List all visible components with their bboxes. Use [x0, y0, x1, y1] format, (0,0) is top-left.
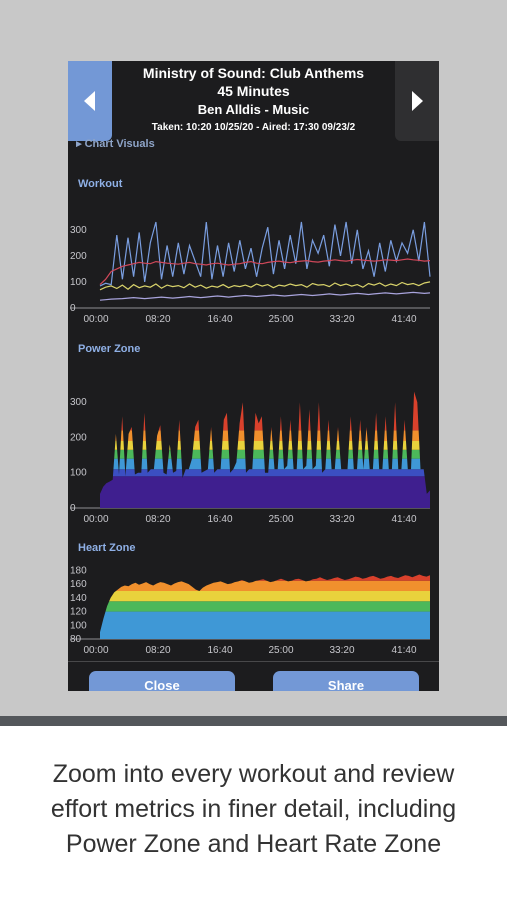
- y-tick-label: 0: [70, 503, 76, 514]
- y-tick-label: 200: [70, 432, 87, 443]
- x-tick-label: 33:20: [329, 645, 354, 656]
- workout-duration: 45 Minutes: [217, 83, 290, 99]
- workout-title: Ministry of Sound: Club Anthems: [142, 65, 365, 81]
- y-tick-label: 100: [70, 468, 87, 479]
- y-tick-label: 100: [70, 620, 87, 631]
- workout-dates: Taken: 10:20 10/25/20 - Aired: 17:30 09/…: [151, 122, 356, 133]
- share-button[interactable]: Share: [273, 671, 419, 691]
- chevron-right-icon: [412, 91, 423, 111]
- x-tick-label: 33:20: [329, 514, 354, 525]
- x-tick-label: 16:40: [207, 514, 232, 525]
- x-tick-label: 41:40: [391, 645, 416, 656]
- x-tick-label: 41:40: [391, 314, 416, 325]
- y-tick-label: 80: [70, 634, 82, 645]
- zone-bands: [100, 574, 430, 639]
- zone-band: [100, 430, 430, 441]
- power-zone-chart: 0 100 200 300 00:00 08:20 16:40 25:00 33:20 41:40: [70, 391, 430, 525]
- zone-band: [100, 391, 430, 431]
- cadence-series-line: [99, 281, 431, 291]
- x-tick-label: 00:00: [83, 645, 108, 656]
- x-tick-label: 25:00: [268, 514, 293, 525]
- x-tick-label: 25:00: [268, 645, 293, 656]
- chevron-left-icon: [84, 91, 95, 111]
- next-workout-button[interactable]: [395, 61, 439, 141]
- zone-band: [100, 476, 430, 508]
- heart-zone-chart: 80 100 120 140 160 180 00:00 08:20 16:40 25:00 33:…: [70, 565, 430, 656]
- zone-band: [100, 611, 430, 639]
- phone-screen: Ministry of Sound: Club Anthems 45 Minut…: [68, 61, 439, 691]
- y-tick-label: 160: [70, 579, 87, 590]
- heart_rate-series-line: [99, 258, 431, 286]
- y-tick-label: 100: [70, 277, 87, 288]
- y-tick-label: 300: [70, 225, 87, 236]
- zone-band: [100, 449, 430, 459]
- caption-line-2: effort metrics in finer detail, includin…: [50, 795, 457, 823]
- y-tick-label: 180: [70, 565, 87, 576]
- power-zone-section-title: Power Zone: [78, 343, 141, 355]
- x-tick-label: 00:00: [83, 514, 108, 525]
- header-text: Ministry of Sound: Club Anthems 45 Minut…: [112, 61, 395, 135]
- x-tick-label: 16:40: [207, 314, 232, 325]
- x-tick-label: 08:20: [145, 514, 170, 525]
- x-tick-label: 08:20: [145, 314, 170, 325]
- zone-band: [100, 601, 430, 612]
- zone-band: [100, 591, 430, 602]
- resistance-series-line: [99, 291, 431, 301]
- marketing-caption: Zoom into every workout and review effor…: [0, 757, 507, 862]
- zone-band: [100, 574, 430, 581]
- y-tick-label: 0: [70, 303, 76, 314]
- x-tick-label: 33:20: [329, 314, 354, 325]
- zone-band: [100, 441, 430, 450]
- workout-section-title: Workout: [78, 178, 123, 190]
- zone-band: [100, 458, 430, 470]
- caption-line-3: Power Zone and Heart Rate Zone: [65, 830, 442, 858]
- y-tick-label: 140: [70, 593, 87, 604]
- heart-zone-section-title: Heart Zone: [78, 542, 136, 554]
- zone-bands: [100, 391, 430, 508]
- caption-line-1: Zoom into every workout and review: [52, 760, 455, 788]
- zone-band: [100, 580, 430, 591]
- previous-workout-button[interactable]: [68, 61, 112, 141]
- output-series-line: [99, 221, 431, 287]
- x-tick-label: 25:00: [268, 314, 293, 325]
- x-tick-label: 00:00: [83, 314, 108, 325]
- chart-visuals-label: ▸ Chart Visuals: [76, 138, 155, 147]
- workout-instructor: Ben Alldis - Music: [197, 102, 310, 117]
- workout-header: Ministry of Sound: Club Anthems 45 Minut…: [68, 61, 439, 141]
- section-divider: [0, 716, 507, 726]
- zone-band: [100, 469, 430, 477]
- y-tick-label: 300: [70, 397, 87, 408]
- workout-chart: 0 100 200 300 00:00 08:20 16:40 25:00 33:20 41:40: [70, 221, 431, 325]
- divider: [68, 661, 439, 662]
- y-tick-label: 200: [70, 251, 87, 262]
- x-tick-label: 08:20: [145, 645, 170, 656]
- close-button[interactable]: Close: [89, 671, 235, 691]
- x-tick-label: 16:40: [207, 645, 232, 656]
- x-tick-label: 41:40: [391, 514, 416, 525]
- y-tick-label: 120: [70, 607, 87, 618]
